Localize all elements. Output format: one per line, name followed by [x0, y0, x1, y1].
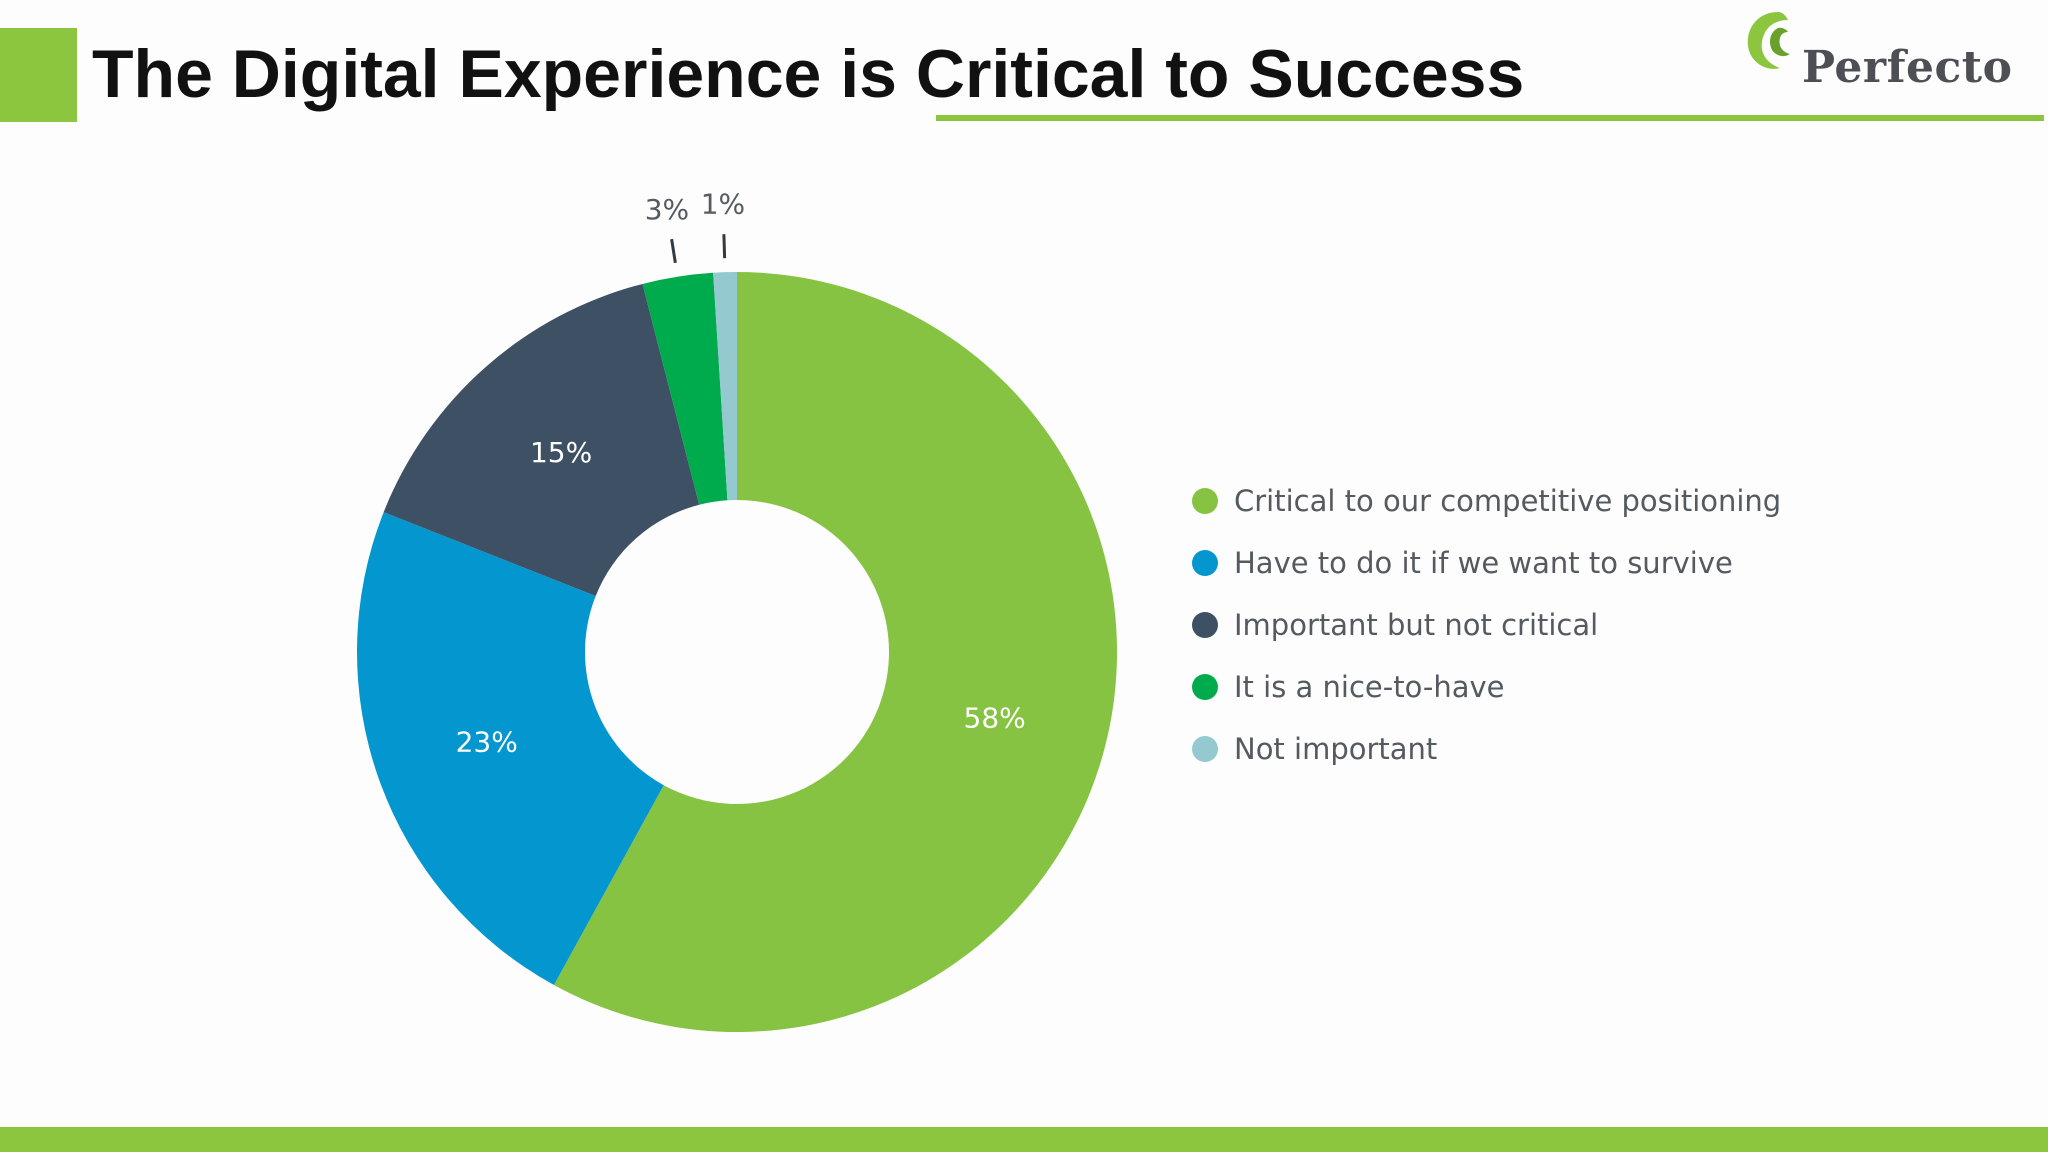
leader-line-not-important [722, 234, 727, 259]
slice-important-but-not-critical [383, 283, 700, 597]
slice-critical-to-our-competitive-positioning [553, 272, 1117, 1032]
legend-swatch [1192, 488, 1218, 514]
legend-item-have-to-do-it-if-we-want-to-survive: Have to do it if we want to survive [1192, 532, 1781, 594]
legend: Critical to our competitive positioning H… [1192, 470, 1781, 780]
logo-text: Perfecto [1802, 42, 2013, 93]
data-label-it-is-a-nice-to-have: 3% [645, 193, 689, 226]
legend-item-not-important: Not important [1192, 718, 1781, 780]
data-label-important-but-not-critical: 15% [530, 436, 592, 469]
legend-swatch [1192, 612, 1218, 638]
legend-item-critical-to-our-competitive-positioning: Critical to our competitive positioning [1192, 470, 1781, 532]
legend-label: Have to do it if we want to survive [1234, 546, 1733, 580]
labels-group: 58% 23% 15% 3% 1% [456, 188, 1026, 759]
legend-swatch [1192, 736, 1218, 762]
legend-item-important-but-not-critical: Important but not critical [1192, 594, 1781, 656]
data-label-have-to-do-it-if-we-want-to-survive: 23% [456, 726, 518, 759]
data-label-critical-to-our-competitive-positioning: 58% [964, 702, 1026, 735]
data-label-not-important: 1% [701, 188, 745, 221]
leader-line-it-is-a-nice-to-have [670, 238, 677, 264]
header-rule [936, 115, 2044, 121]
slide-title: The Digital Experience is Critical to Su… [92, 36, 1525, 112]
leaf-swirl-icon [1747, 12, 1790, 69]
legend-label: Important but not critical [1234, 608, 1599, 642]
slice-not-important [713, 272, 737, 501]
legend-label: Not important [1234, 732, 1438, 766]
legend-swatch [1192, 550, 1218, 576]
footer-bar [0, 1127, 2048, 1152]
slice-have-to-do-it-if-we-want-to-survive [356, 512, 664, 985]
accent-square [0, 28, 77, 122]
perfecto-logo: Perfecto [1738, 6, 2012, 106]
legend-swatch [1192, 674, 1218, 700]
slice-it-is-a-nice-to-have [642, 272, 728, 505]
legend-item-it-is-a-nice-to-have: It is a nice-to-have [1192, 656, 1781, 718]
legend-label: Critical to our competitive positioning [1234, 484, 1782, 518]
slices-group [356, 272, 1117, 1032]
legend-label: It is a nice-to-have [1234, 670, 1505, 704]
